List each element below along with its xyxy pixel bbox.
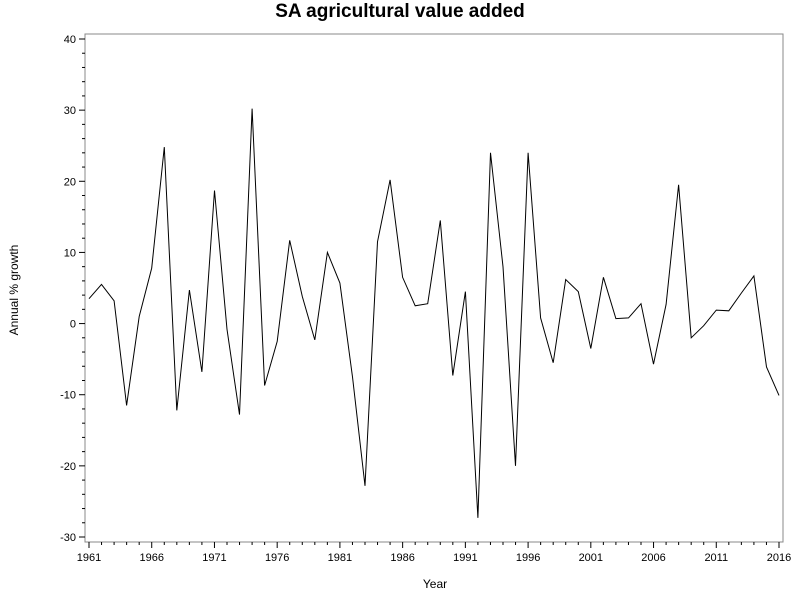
y-tick-label: -10 — [60, 390, 76, 402]
x-tick-label: 2001 — [579, 552, 603, 564]
y-tick-label: 10 — [64, 247, 76, 259]
x-tick-label: 2016 — [767, 552, 791, 564]
x-tick-label: 1996 — [516, 552, 540, 564]
x-tick-label: 1961 — [77, 552, 101, 564]
x-tick-label: 1991 — [453, 552, 477, 564]
x-tick-label: 1986 — [390, 552, 414, 564]
x-axis: 1961 1966 1971 1976 1981 1986 1991 1996 2001 2006… — [77, 542, 791, 564]
y-tick-label: 0 — [70, 319, 76, 331]
x-tick-label: 2006 — [641, 552, 665, 564]
y-tick-label: -30 — [60, 532, 76, 544]
x-tick-label: 1976 — [265, 552, 289, 564]
x-tick-label: 1966 — [139, 552, 163, 564]
y-tick-label: 40 — [64, 34, 76, 46]
chart-title: SA agricultural value added — [275, 1, 525, 22]
x-axis-label: Year — [422, 577, 448, 591]
y-axis: -30 -20 -10 0 10 20 30 40 — [60, 34, 85, 544]
x-tick-label: 2011 — [704, 552, 728, 564]
series-line — [88, 108, 780, 518]
x-tick-label: 1981 — [328, 552, 352, 564]
x-tick-label: 1971 — [202, 552, 226, 564]
y-tick-label: 20 — [64, 176, 76, 188]
y-tick-label: 30 — [64, 105, 76, 117]
plot-frame — [84, 33, 784, 543]
y-tick-label: -20 — [60, 461, 76, 473]
